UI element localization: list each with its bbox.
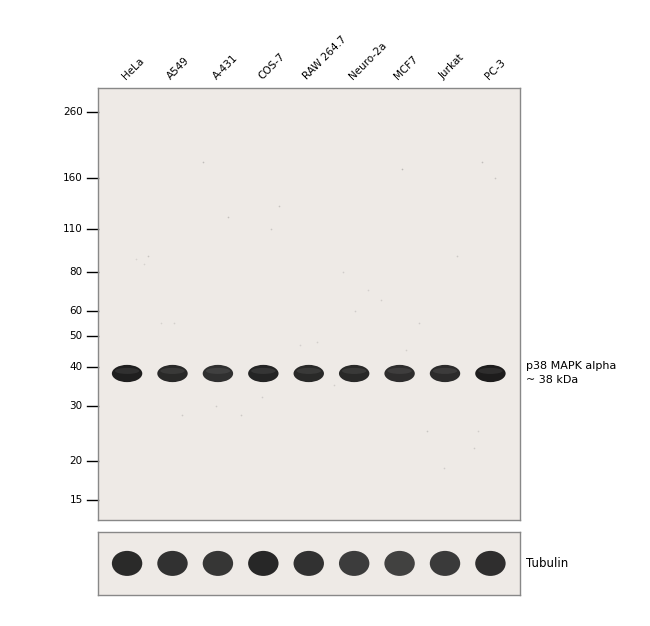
Ellipse shape <box>478 368 502 374</box>
Text: 260: 260 <box>63 106 83 116</box>
Ellipse shape <box>157 365 188 382</box>
Text: A549: A549 <box>165 55 192 81</box>
Text: RAW 264.7: RAW 264.7 <box>302 34 349 81</box>
Ellipse shape <box>294 365 324 382</box>
Ellipse shape <box>475 551 506 576</box>
Text: 15: 15 <box>70 495 83 505</box>
Text: HeLa: HeLa <box>120 56 146 81</box>
Ellipse shape <box>115 368 139 374</box>
Ellipse shape <box>203 551 233 576</box>
Ellipse shape <box>112 551 142 576</box>
Ellipse shape <box>342 368 367 374</box>
Ellipse shape <box>384 551 415 576</box>
Ellipse shape <box>384 365 415 382</box>
Text: Jurkat: Jurkat <box>438 53 467 81</box>
Ellipse shape <box>161 368 185 374</box>
Text: COS-7: COS-7 <box>256 51 287 81</box>
Text: A-431: A-431 <box>211 53 239 81</box>
Text: 160: 160 <box>63 173 83 183</box>
Text: p38 MAPK alpha
~ 38 kDa: p38 MAPK alpha ~ 38 kDa <box>526 361 617 386</box>
Text: 80: 80 <box>70 267 83 277</box>
Text: 110: 110 <box>63 223 83 233</box>
Ellipse shape <box>112 365 142 382</box>
Ellipse shape <box>203 365 233 382</box>
Ellipse shape <box>251 368 276 374</box>
Text: Tubulin: Tubulin <box>526 557 569 570</box>
Ellipse shape <box>296 368 321 374</box>
Text: 50: 50 <box>70 331 83 341</box>
Ellipse shape <box>430 551 460 576</box>
Text: MCF7: MCF7 <box>393 54 420 81</box>
Text: Neuro-2a: Neuro-2a <box>347 40 388 81</box>
Ellipse shape <box>206 368 230 374</box>
Text: 30: 30 <box>70 401 83 411</box>
Ellipse shape <box>430 365 460 382</box>
Ellipse shape <box>248 365 279 382</box>
Ellipse shape <box>339 551 369 576</box>
Ellipse shape <box>294 551 324 576</box>
Ellipse shape <box>339 365 369 382</box>
Ellipse shape <box>248 551 279 576</box>
Text: 60: 60 <box>70 306 83 316</box>
Text: 20: 20 <box>70 456 83 466</box>
Ellipse shape <box>387 368 411 374</box>
Ellipse shape <box>433 368 457 374</box>
Text: 40: 40 <box>70 361 83 371</box>
Ellipse shape <box>157 551 188 576</box>
Text: PC-3: PC-3 <box>484 58 508 81</box>
Ellipse shape <box>475 365 506 382</box>
